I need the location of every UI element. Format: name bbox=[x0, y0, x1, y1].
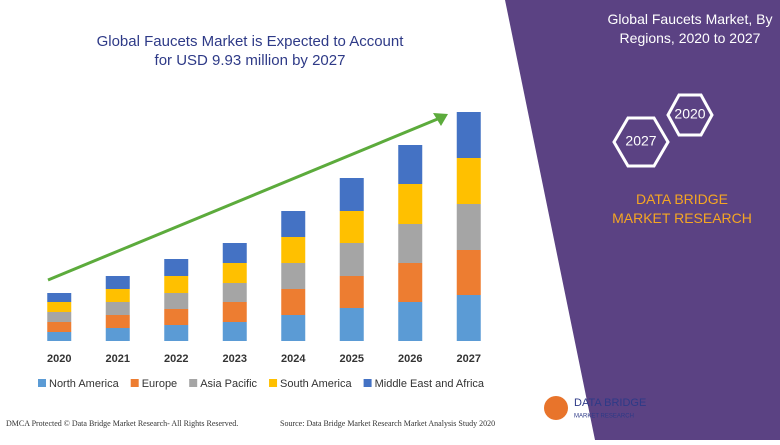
bar-segment bbox=[281, 237, 306, 263]
bar-segment bbox=[456, 158, 481, 204]
bar-segment bbox=[398, 263, 423, 302]
legend-swatch bbox=[363, 379, 372, 387]
bar-segment bbox=[398, 302, 423, 341]
legend-swatch bbox=[38, 379, 46, 387]
hexagon bbox=[612, 116, 670, 168]
legend-label: South America bbox=[280, 378, 352, 390]
x-tick-label: 2023 bbox=[223, 353, 247, 365]
bar-segment bbox=[164, 293, 189, 309]
bar-segment bbox=[105, 328, 130, 341]
x-tick-label: 2027 bbox=[457, 353, 481, 365]
bar-segment bbox=[105, 276, 130, 289]
legend-swatch bbox=[189, 379, 198, 387]
footer-right: Source: Data Bridge Market Research Mark… bbox=[280, 419, 495, 428]
x-tick-label: 2020 bbox=[47, 353, 71, 365]
legend-label: North America bbox=[49, 378, 120, 390]
x-tick-label: 2025 bbox=[340, 353, 364, 365]
bar-segment bbox=[105, 289, 130, 302]
bar-segment bbox=[456, 204, 481, 250]
bar-segment bbox=[105, 315, 130, 328]
x-tick-label: 2026 bbox=[398, 353, 422, 365]
panel-title: Global Faucets Market, By Regions, 2020 t… bbox=[608, 11, 773, 46]
bar-segment bbox=[398, 224, 423, 263]
bar-segment bbox=[339, 211, 364, 243]
bar-segment bbox=[398, 145, 423, 184]
logo-bottom: MARKET RESEARCH bbox=[574, 414, 634, 420]
bar-segment bbox=[339, 308, 364, 341]
side-panel bbox=[505, 0, 780, 440]
bar-segment bbox=[222, 302, 247, 322]
bar-segment bbox=[222, 283, 247, 302]
hex-label: 2027 bbox=[625, 133, 656, 149]
bar-segment bbox=[339, 243, 364, 276]
logo-mark bbox=[544, 396, 568, 420]
bar-segment bbox=[47, 302, 72, 312]
bar-segment bbox=[281, 289, 306, 315]
x-tick-label: 2022 bbox=[164, 353, 188, 365]
bar-segment bbox=[281, 263, 306, 289]
legend-swatch bbox=[130, 379, 139, 387]
trend-arrow bbox=[47, 116, 441, 282]
bar-segment bbox=[47, 293, 72, 302]
bar-segment bbox=[164, 259, 189, 276]
bar-segment bbox=[398, 184, 423, 224]
legend-label: Middle East and Africa bbox=[375, 378, 485, 390]
bar-segment bbox=[281, 315, 306, 341]
legend-swatch bbox=[269, 379, 278, 387]
bar-segment bbox=[456, 250, 481, 295]
bar-segment bbox=[164, 325, 189, 341]
footer-left: DMCA Protected © Data Bridge Market Rese… bbox=[6, 419, 238, 428]
bar-segment bbox=[281, 211, 306, 237]
bar-segment bbox=[47, 322, 72, 332]
bar-segment bbox=[339, 276, 364, 308]
bar-segment bbox=[339, 178, 364, 211]
bar-segment bbox=[222, 263, 247, 283]
bar-segment bbox=[222, 243, 247, 263]
x-tick-label: 2024 bbox=[281, 353, 306, 365]
bar-segment bbox=[222, 322, 247, 341]
legend-label: Asia Pacific bbox=[200, 378, 257, 390]
bar-segment bbox=[456, 295, 481, 341]
bar-segment bbox=[105, 302, 130, 315]
logo-top: DATA BRIDGE bbox=[574, 397, 646, 409]
arrow-head bbox=[433, 113, 448, 126]
hexagon bbox=[666, 93, 714, 137]
bar-segment bbox=[47, 312, 72, 322]
bar-segment bbox=[47, 332, 72, 341]
hex-label: 2020 bbox=[674, 106, 705, 122]
bar-segment bbox=[456, 112, 481, 158]
legend-label: Europe bbox=[142, 378, 177, 390]
bar-segment bbox=[164, 309, 189, 325]
brand: DATA BRIDGE MARKET RESEARCH bbox=[612, 191, 752, 226]
x-tick-label: 2021 bbox=[106, 353, 130, 365]
chart-title: Global Faucets Market is Expected to Acc… bbox=[97, 33, 405, 69]
bar-segment bbox=[164, 276, 189, 293]
